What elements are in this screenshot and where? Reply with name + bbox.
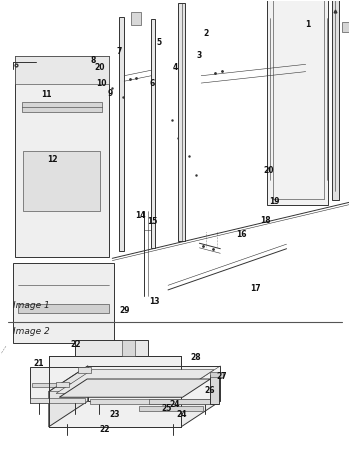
- Text: 26: 26: [204, 386, 215, 395]
- Polygon shape: [90, 399, 213, 404]
- Text: 12: 12: [47, 156, 57, 164]
- Polygon shape: [15, 56, 109, 257]
- Text: 8: 8: [90, 56, 96, 65]
- Polygon shape: [122, 340, 135, 356]
- Text: 25: 25: [161, 404, 172, 414]
- Polygon shape: [30, 368, 85, 403]
- Polygon shape: [15, 56, 109, 84]
- Polygon shape: [178, 3, 185, 241]
- Polygon shape: [78, 368, 91, 373]
- Text: 27: 27: [217, 372, 228, 381]
- Text: 23: 23: [110, 410, 120, 420]
- Polygon shape: [332, 0, 339, 200]
- Text: 19: 19: [269, 196, 280, 206]
- Text: 10: 10: [97, 78, 107, 88]
- Text: 16: 16: [236, 230, 246, 239]
- Polygon shape: [23, 151, 100, 211]
- Polygon shape: [33, 383, 83, 386]
- Polygon shape: [56, 382, 69, 387]
- Polygon shape: [49, 366, 88, 427]
- Text: 3: 3: [197, 51, 202, 60]
- Polygon shape: [151, 19, 155, 248]
- Polygon shape: [56, 369, 214, 393]
- Text: Image 1: Image 1: [13, 302, 50, 310]
- Text: 21: 21: [33, 358, 44, 368]
- Text: 13: 13: [149, 297, 159, 306]
- Text: 1: 1: [305, 20, 310, 29]
- Text: 6: 6: [150, 78, 155, 88]
- Polygon shape: [30, 397, 85, 403]
- Text: 24: 24: [177, 410, 187, 420]
- Polygon shape: [49, 401, 220, 427]
- Polygon shape: [210, 375, 219, 403]
- Polygon shape: [18, 304, 108, 313]
- Polygon shape: [75, 340, 148, 356]
- Text: 20: 20: [264, 166, 274, 174]
- Text: 22: 22: [70, 340, 81, 349]
- Text: 4: 4: [172, 62, 177, 72]
- Text: 28: 28: [190, 353, 201, 362]
- Text: 11: 11: [41, 90, 51, 99]
- Polygon shape: [88, 366, 220, 401]
- Polygon shape: [210, 372, 223, 377]
- Text: 24: 24: [169, 400, 180, 409]
- Text: Image 2: Image 2: [13, 326, 50, 336]
- Text: 15: 15: [147, 217, 158, 226]
- Polygon shape: [22, 102, 102, 112]
- Polygon shape: [139, 406, 203, 411]
- Polygon shape: [267, 0, 328, 206]
- Text: 18: 18: [260, 216, 271, 225]
- Polygon shape: [49, 356, 181, 427]
- Text: 2: 2: [204, 29, 209, 38]
- Polygon shape: [342, 22, 350, 32]
- Polygon shape: [13, 263, 114, 343]
- Polygon shape: [131, 12, 141, 25]
- Text: 9: 9: [108, 89, 113, 98]
- Text: 22: 22: [99, 425, 110, 434]
- Polygon shape: [60, 379, 210, 397]
- Text: 7: 7: [117, 47, 122, 56]
- Text: 29: 29: [119, 307, 130, 315]
- Text: 5: 5: [157, 38, 162, 47]
- Text: 17: 17: [250, 285, 260, 293]
- Polygon shape: [149, 399, 213, 404]
- Text: 14: 14: [135, 211, 145, 220]
- Text: 20: 20: [95, 62, 105, 72]
- Polygon shape: [119, 17, 124, 251]
